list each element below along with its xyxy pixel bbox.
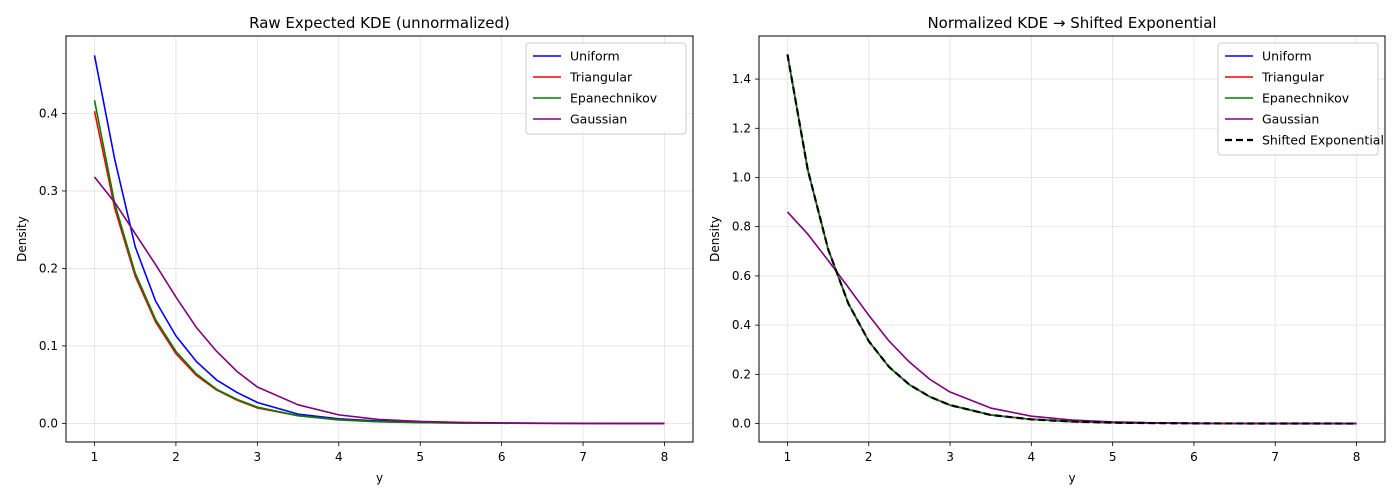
legend-label: Uniform	[1262, 49, 1312, 64]
plot-frame	[65, 35, 694, 443]
y-tick-label: 1.0	[732, 170, 751, 184]
x-tick-label: 5	[416, 450, 424, 464]
y-tick-label: 0.4	[732, 318, 751, 332]
x-tick-label: 1	[784, 450, 792, 464]
legend-label: Gaussian	[1262, 112, 1319, 127]
legend: Uniform Triangular Epanechnikov Gaussian Shi…	[1217, 42, 1384, 156]
y-tick-label: 0.8	[732, 220, 751, 234]
y-tick-label: 0.4	[39, 106, 58, 120]
legend-label: Gaussian	[570, 112, 627, 127]
legend-label: Triangular	[1261, 70, 1325, 85]
y-tick-label: 1.4	[732, 72, 751, 86]
y-axis-label: Density	[15, 216, 29, 262]
x-tick-label: 7	[579, 450, 587, 464]
y-tick-label: 0.0	[39, 416, 58, 430]
y-tick-label: 0.6	[732, 269, 751, 283]
x-tick-label: 4	[1028, 450, 1036, 464]
legend-label: Shifted Exponential	[1262, 133, 1384, 148]
legend-label: Uniform	[570, 49, 620, 64]
chart-title: Raw Expected KDE (unnormalized)	[249, 14, 510, 32]
x-tick-label: 5	[1109, 450, 1117, 464]
legend-label: Epanechnikov	[1262, 91, 1350, 106]
x-tick-label: 3	[946, 450, 954, 464]
y-tick-label: 0.1	[39, 339, 58, 353]
y-tick-label: 0.3	[39, 184, 58, 198]
x-tick-label: 7	[1271, 450, 1279, 464]
x-tick-label: 8	[661, 450, 669, 464]
legend-label: Triangular	[569, 70, 633, 85]
legend-box	[525, 42, 687, 135]
x-tick-label: 8	[1353, 450, 1361, 464]
x-tick-label: 4	[335, 450, 343, 464]
x-tick-label: 1	[91, 450, 99, 464]
x-tick-label: 6	[498, 450, 506, 464]
series-line-shifted-exponential	[786, 54, 1357, 425]
x-tick-label: 2	[172, 450, 180, 464]
chart-title: Normalized KDE → Shifted Exponential	[927, 14, 1216, 32]
y-tick-label: 0.2	[39, 261, 58, 275]
series-line-gaussian	[93, 176, 665, 425]
y-tick-label: 1.2	[732, 121, 751, 135]
x-axis-label: y	[1068, 471, 1075, 485]
plot-frame	[758, 35, 1386, 443]
chart-panel-raw: Raw Expected KDE (unnormalized) 1 2 3 4 5 6 7 8…	[15, 14, 694, 485]
x-tick-label: 3	[254, 450, 262, 464]
y-tick-label: 0.2	[732, 367, 751, 381]
x-tick-label: 2	[865, 450, 873, 464]
legend: Uniform Triangular Epanechnikov Gaussian	[525, 42, 687, 135]
x-axis-label: y	[376, 471, 383, 485]
legend-label: Epanechnikov	[570, 91, 658, 106]
legend-box	[1217, 42, 1379, 156]
y-tick-label: 0.0	[732, 417, 751, 431]
chart-panel-normalized: Normalized KDE → Shifted Exponential 1 2 3…	[708, 14, 1386, 485]
x-tick-label: 6	[1190, 450, 1198, 464]
y-axis-label: Density	[708, 216, 722, 262]
series-line-gaussian	[786, 211, 1357, 425]
